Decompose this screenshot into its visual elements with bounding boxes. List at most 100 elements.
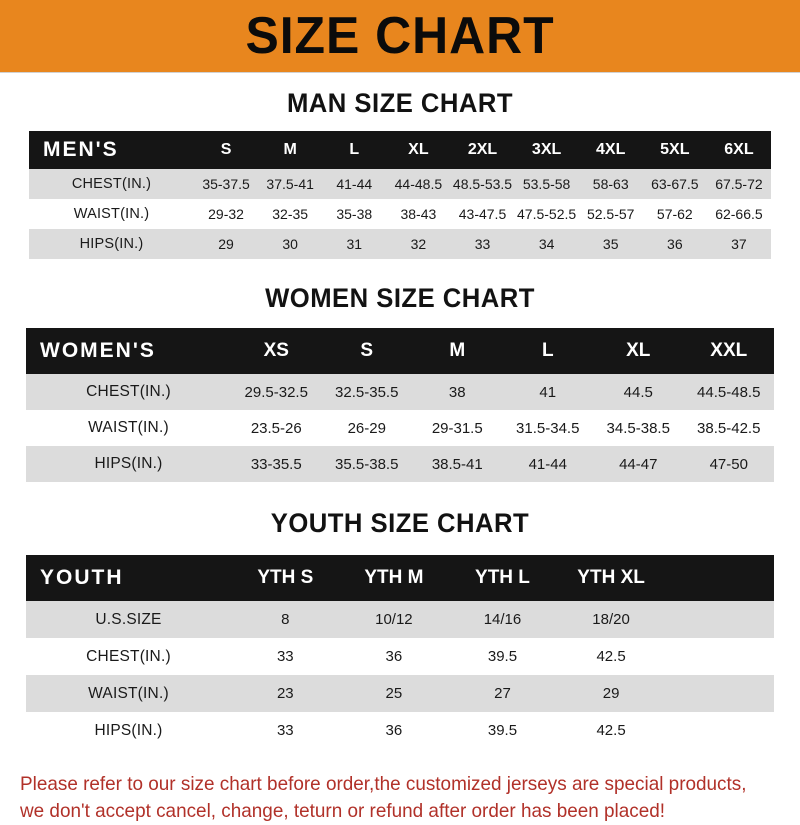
men-cell-2-3: 32 bbox=[410, 236, 427, 252]
spacer bbox=[0, 72, 800, 88]
men-cell-0-0: 35-37.5 bbox=[202, 176, 250, 192]
youth-col-header-3: YTH XL bbox=[577, 567, 645, 588]
youth-row-label-3: HIPS(IN.) bbox=[94, 721, 163, 739]
women-cell-1-1: 26-29 bbox=[347, 419, 386, 437]
footer-line-1: Please refer to our size chart before or… bbox=[20, 773, 747, 795]
youth-cell-1-3: 42.5 bbox=[596, 648, 626, 665]
women-cell-2-5: 47-50 bbox=[709, 455, 748, 473]
women-cell-2-0: 33-35.5 bbox=[250, 455, 302, 473]
youth-cell-0-0: 8 bbox=[281, 611, 290, 628]
men-row-label-0: CHEST(IN.) bbox=[71, 176, 152, 192]
table-row: WAIST(IN.) 23.5-26 26-29 29-31.5 31.5-34… bbox=[26, 410, 774, 446]
table-row: HIPS(IN.) 33-35.5 35.5-38.5 38.5-41 41-4… bbox=[26, 446, 774, 482]
men-cell-1-3: 38-43 bbox=[400, 206, 437, 222]
women-col-header-0: XS bbox=[263, 340, 289, 361]
men-cell-2-8: 37 bbox=[731, 236, 747, 252]
men-cell-2-2: 31 bbox=[346, 236, 363, 252]
youth-cell-2-1: 25 bbox=[385, 685, 403, 702]
spacer bbox=[0, 539, 800, 555]
men-corner-label: MEN'S bbox=[43, 138, 119, 161]
men-cell-0-8: 67.5-72 bbox=[715, 176, 763, 192]
women-col-header-2: M bbox=[449, 340, 466, 361]
youth-cell-3-4 bbox=[665, 712, 774, 749]
table-row: CHEST(IN.) 35-37.5 37.5-41 41-44 44-48.5… bbox=[29, 169, 771, 199]
youth-cell-0-1: 10/12 bbox=[375, 611, 413, 628]
youth-row-label-1: CHEST(IN.) bbox=[86, 647, 171, 665]
footer-line-2: we don't accept cancel, change, teturn o… bbox=[20, 800, 666, 822]
youth-cell-3-1: 36 bbox=[385, 722, 403, 739]
men-cell-0-1: 37.5-41 bbox=[266, 176, 314, 192]
footer-disclaimer: Please refer to our size chart before or… bbox=[20, 771, 757, 825]
women-col-header-5: XXL bbox=[710, 340, 748, 361]
men-col-header-8: 6XL bbox=[724, 141, 754, 158]
youth-cell-3-0: 33 bbox=[276, 722, 294, 739]
men-cell-0-3: 44-48.5 bbox=[394, 176, 443, 192]
men-col-header-0: S bbox=[220, 141, 232, 158]
men-col-header-4: 2XL bbox=[467, 141, 498, 158]
youth-row-label-2: WAIST(IN.) bbox=[88, 684, 169, 702]
youth-cell-2-0: 23 bbox=[276, 685, 294, 702]
spacer bbox=[0, 119, 800, 131]
men-cell-1-5: 47.5-52.5 bbox=[517, 206, 577, 222]
women-row-label-0: CHEST(IN.) bbox=[86, 383, 171, 400]
women-row-label-1: WAIST(IN.) bbox=[88, 419, 169, 436]
women-cell-2-3: 41-44 bbox=[528, 455, 567, 473]
spacer bbox=[0, 749, 800, 771]
spacer bbox=[0, 314, 800, 328]
men-cell-1-2: 35-38 bbox=[336, 206, 373, 222]
men-col-header-6: 4XL bbox=[596, 141, 626, 158]
table-row: WAIST(IN.) 23 25 27 29 bbox=[26, 675, 774, 712]
youth-cell-1-2: 39.5 bbox=[487, 648, 518, 665]
youth-cell-2-3: 29 bbox=[602, 685, 620, 702]
youth-cell-0-2: 14/16 bbox=[483, 611, 522, 628]
women-row-label-2: HIPS(IN.) bbox=[94, 455, 163, 472]
youth-row-label-0: U.S.SIZE bbox=[95, 610, 162, 628]
women-size-table: WOMEN'S XS S M L XL XXL CHEST(IN.) 29.5-… bbox=[26, 328, 774, 482]
youth-cell-1-4 bbox=[665, 638, 774, 675]
table-row: U.S.SIZE 8 10/12 14/16 18/20 bbox=[26, 601, 774, 638]
men-cell-1-8: 62-66.5 bbox=[715, 206, 763, 222]
women-corner-label: WOMEN'S bbox=[40, 339, 156, 362]
youth-col-header-0: YTH S bbox=[257, 567, 314, 588]
men-cell-2-1: 30 bbox=[282, 236, 298, 252]
women-cell-1-0: 23.5-26 bbox=[250, 419, 302, 437]
women-cell-1-4: 34.5-38.5 bbox=[606, 419, 670, 437]
women-table-header-row: WOMEN'S XS S M L XL XXL bbox=[26, 328, 774, 374]
women-cell-0-5: 44.5-48.5 bbox=[697, 383, 761, 401]
women-cell-1-5: 38.5-42.5 bbox=[697, 419, 761, 437]
men-col-header-5: 3XL bbox=[531, 141, 562, 158]
youth-cell-3-2: 39.5 bbox=[487, 722, 518, 739]
men-size-table: MEN'S S M L XL 2XL 3XL 4XL 5XL 6XL CHEST… bbox=[29, 131, 771, 259]
men-cell-1-4: 43-47.5 bbox=[458, 206, 507, 222]
youth-cell-2-2: 27 bbox=[494, 685, 511, 702]
men-section-title: MAN SIZE CHART bbox=[286, 88, 514, 118]
youth-size-table: YOUTH YTH S YTH M YTH L YTH XL U.S.SIZE … bbox=[26, 555, 774, 749]
men-cell-1-0: 29-32 bbox=[208, 206, 244, 222]
page-banner: SIZE CHART bbox=[0, 0, 800, 72]
youth-cell-0-4 bbox=[665, 601, 774, 638]
women-col-header-1: S bbox=[360, 340, 374, 361]
youth-corner-label: YOUTH bbox=[40, 566, 124, 589]
men-col-header-3: XL bbox=[408, 141, 429, 158]
table-row: CHEST(IN.) 33 36 39.5 42.5 bbox=[26, 638, 774, 675]
women-cell-1-2: 29-31.5 bbox=[431, 419, 483, 437]
youth-cell-3-3: 42.5 bbox=[596, 722, 626, 739]
table-row: HIPS(IN.) 29 30 31 32 33 34 35 36 37 bbox=[29, 229, 771, 259]
men-cell-1-6: 52.5-57 bbox=[586, 206, 635, 222]
men-cell-0-5: 53.5-58 bbox=[522, 176, 571, 192]
women-section-title: WOMEN SIZE CHART bbox=[265, 283, 535, 313]
women-col-header-4: XL bbox=[626, 340, 651, 361]
men-row-label-1: WAIST(IN.) bbox=[73, 206, 150, 222]
table-row: WAIST(IN.) 29-32 32-35 35-38 38-43 43-47… bbox=[29, 199, 771, 229]
men-cell-2-0: 29 bbox=[218, 236, 234, 252]
men-cell-2-5: 34 bbox=[538, 236, 555, 252]
men-cell-0-4: 48.5-53.5 bbox=[452, 176, 513, 192]
men-col-header-1: M bbox=[283, 141, 297, 158]
men-cell-1-7: 57-62 bbox=[656, 206, 693, 222]
youth-col-header-2: YTH L bbox=[475, 567, 530, 588]
youth-table-header-row: YOUTH YTH S YTH M YTH L YTH XL bbox=[26, 555, 774, 601]
women-cell-1-3: 31.5-34.5 bbox=[516, 419, 580, 437]
men-cell-2-4: 33 bbox=[474, 236, 491, 252]
women-cell-0-2: 38 bbox=[448, 383, 466, 401]
